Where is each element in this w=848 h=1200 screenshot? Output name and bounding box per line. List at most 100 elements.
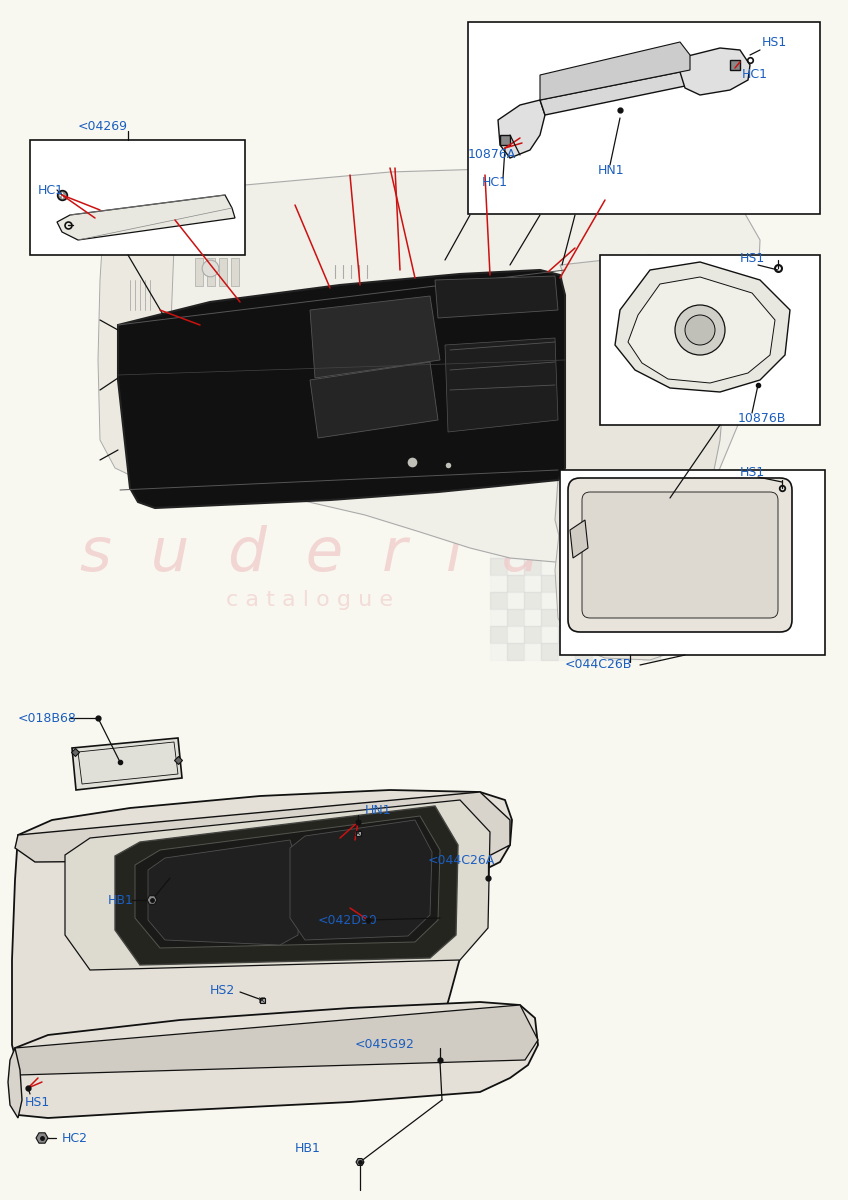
- Bar: [592, 592, 609, 608]
- Bar: [507, 506, 524, 524]
- Text: <045G92: <045G92: [355, 1038, 415, 1051]
- Bar: [643, 575, 660, 592]
- Bar: [626, 490, 643, 506]
- Bar: [490, 506, 507, 524]
- Polygon shape: [12, 790, 512, 1082]
- Bar: [541, 592, 558, 608]
- Polygon shape: [680, 48, 750, 95]
- Bar: [575, 490, 592, 506]
- Bar: [30, 140, 245, 254]
- Bar: [490, 608, 507, 626]
- Bar: [541, 490, 558, 506]
- Bar: [524, 592, 541, 608]
- Bar: [558, 490, 575, 506]
- Bar: [541, 643, 558, 660]
- Text: HC2: HC2: [62, 1132, 88, 1145]
- Text: <044C26B: <044C26B: [565, 659, 633, 672]
- Bar: [541, 608, 558, 626]
- Text: s  u  d  e  r  i  a: s u d e r i a: [81, 526, 539, 584]
- Bar: [600, 254, 820, 425]
- Bar: [541, 626, 558, 643]
- Bar: [558, 626, 575, 643]
- Circle shape: [675, 305, 725, 355]
- Bar: [643, 490, 660, 506]
- Bar: [507, 592, 524, 608]
- Polygon shape: [540, 42, 690, 100]
- Bar: [195, 258, 203, 286]
- Polygon shape: [118, 270, 565, 508]
- Bar: [643, 643, 660, 660]
- Bar: [592, 524, 609, 541]
- Bar: [490, 575, 507, 592]
- Bar: [490, 626, 507, 643]
- Polygon shape: [570, 520, 588, 558]
- Polygon shape: [36, 1133, 48, 1144]
- Text: HB1: HB1: [108, 894, 134, 906]
- Text: <042D90: <042D90: [318, 913, 377, 926]
- Bar: [490, 524, 507, 541]
- Bar: [558, 558, 575, 575]
- Bar: [524, 575, 541, 592]
- Polygon shape: [148, 840, 300, 946]
- Bar: [592, 541, 609, 558]
- Bar: [524, 608, 541, 626]
- Bar: [643, 524, 660, 541]
- Bar: [541, 575, 558, 592]
- Polygon shape: [310, 296, 440, 378]
- Bar: [558, 575, 575, 592]
- Text: HC1: HC1: [38, 184, 64, 197]
- Bar: [490, 558, 507, 575]
- Bar: [575, 608, 592, 626]
- Bar: [575, 541, 592, 558]
- Bar: [584, 580, 606, 594]
- Bar: [643, 608, 660, 626]
- Bar: [626, 524, 643, 541]
- Polygon shape: [12, 1006, 538, 1075]
- Polygon shape: [498, 100, 545, 158]
- Bar: [259, 997, 265, 1002]
- Text: HS2: HS2: [210, 984, 235, 996]
- Bar: [541, 524, 558, 541]
- Bar: [592, 558, 609, 575]
- Bar: [524, 643, 541, 660]
- Polygon shape: [310, 362, 438, 438]
- Bar: [609, 608, 626, 626]
- Polygon shape: [135, 816, 440, 948]
- Bar: [558, 506, 575, 524]
- Bar: [592, 506, 609, 524]
- Bar: [575, 643, 592, 660]
- Bar: [614, 535, 636, 550]
- Polygon shape: [72, 738, 182, 790]
- Bar: [626, 541, 643, 558]
- Bar: [468, 22, 820, 214]
- Text: HC1: HC1: [482, 175, 508, 188]
- Bar: [609, 506, 626, 524]
- Bar: [609, 490, 626, 506]
- FancyBboxPatch shape: [582, 492, 778, 618]
- Bar: [524, 490, 541, 506]
- Bar: [558, 592, 575, 608]
- Bar: [643, 592, 660, 608]
- Bar: [231, 258, 239, 286]
- Bar: [609, 626, 626, 643]
- Polygon shape: [100, 168, 760, 562]
- Text: HS1: HS1: [740, 252, 765, 264]
- Text: HN1: HN1: [365, 804, 392, 816]
- Polygon shape: [555, 254, 725, 548]
- Text: HS1: HS1: [25, 1096, 50, 1109]
- Polygon shape: [435, 276, 558, 318]
- Text: <018B68: <018B68: [18, 712, 77, 725]
- Bar: [558, 541, 575, 558]
- Bar: [507, 541, 524, 558]
- Polygon shape: [540, 72, 690, 115]
- Bar: [524, 626, 541, 643]
- Circle shape: [685, 314, 715, 346]
- Bar: [558, 524, 575, 541]
- Bar: [507, 524, 524, 541]
- Bar: [626, 608, 643, 626]
- Polygon shape: [290, 820, 432, 940]
- Text: HS1: HS1: [740, 466, 765, 479]
- Polygon shape: [555, 498, 720, 660]
- Bar: [524, 541, 541, 558]
- Text: HB1: HB1: [295, 1141, 321, 1154]
